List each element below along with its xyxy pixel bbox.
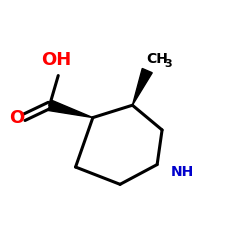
Polygon shape: [132, 68, 152, 105]
Text: O: O: [9, 108, 24, 126]
Text: CH: CH: [146, 52, 168, 66]
Text: OH: OH: [41, 52, 71, 69]
Polygon shape: [48, 100, 93, 117]
Text: NH: NH: [171, 165, 194, 179]
Text: 3: 3: [164, 59, 172, 69]
